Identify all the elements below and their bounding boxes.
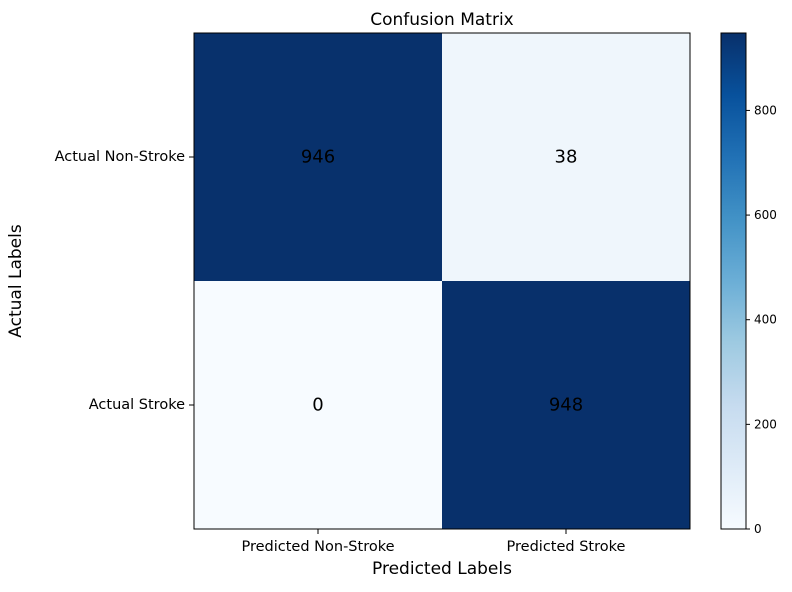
cell-value-label: 38: [555, 147, 578, 168]
x-tick-label: Predicted Stroke: [507, 539, 626, 555]
cell-value-label: 0: [312, 395, 323, 416]
colorbar-tick-label: 200: [754, 417, 777, 431]
colorbar-tick-label: 0: [754, 522, 762, 536]
colorbar-tick-label: 400: [754, 313, 777, 327]
y-axis-label: Actual Labels: [6, 224, 26, 338]
y-tick-label: Actual Stroke: [89, 397, 185, 413]
colorbar-ticks: 0 200 400 600 800: [746, 103, 777, 536]
colorbar-tick-label: 800: [754, 103, 777, 117]
chart-title: Confusion Matrix: [370, 10, 514, 30]
plot-frame: [193, 32, 691, 530]
heatmap-cell: [194, 281, 442, 529]
colorbar-tick-label: 600: [754, 208, 777, 222]
heatmap-cells: 946 38 0 948: [194, 33, 690, 529]
y-tick-label: Actual Non-Stroke: [55, 149, 185, 165]
x-axis-ticks: Predicted Non-Stroke Predicted Stroke: [241, 529, 626, 555]
colorbar: [720, 32, 747, 530]
cell-value-label: 946: [301, 147, 335, 168]
heatmap-cell: [442, 33, 690, 281]
y-axis-ticks: Actual Non-Stroke Actual Stroke: [55, 149, 194, 413]
cell-value-label: 948: [549, 395, 583, 416]
heatmap-cell: [194, 33, 442, 281]
x-tick-label: Predicted Non-Stroke: [241, 539, 394, 555]
heatmap-cell: [442, 281, 690, 529]
x-axis-label: Predicted Labels: [372, 559, 512, 579]
